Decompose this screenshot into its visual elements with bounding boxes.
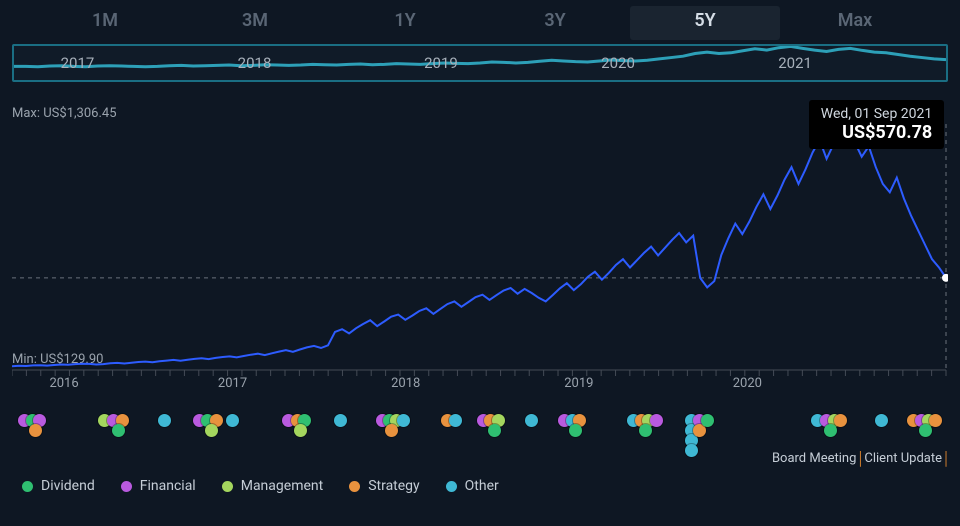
annotation-client-update: Client Update <box>864 451 942 466</box>
legend-item-other[interactable]: Other <box>446 478 499 494</box>
event-dot-dividend[interactable] <box>701 414 714 427</box>
event-dot-dividend[interactable] <box>488 424 501 437</box>
event-dot-dividend[interactable] <box>919 424 932 437</box>
event-dot-other[interactable] <box>525 414 538 427</box>
minimap-year-label: 2019 <box>424 54 458 72</box>
range-tabs: 1M3M1Y3Y5YMax <box>0 0 960 40</box>
annotation-board-meeting: Board Meeting <box>772 451 856 466</box>
price-chart[interactable]: Max: US$1,306.45 Min: US$129.90 Wed, 01 … <box>12 100 948 410</box>
legend-swatch <box>121 481 132 492</box>
event-dot-strategy[interactable] <box>385 424 398 437</box>
range-tab-1m[interactable]: 1M <box>30 6 180 40</box>
event-dot-other[interactable] <box>449 414 462 427</box>
event-dot-dividend[interactable] <box>112 424 125 437</box>
event-dot-other[interactable] <box>158 414 171 427</box>
minimap[interactable]: 2017 2018 2019 2020 2021 <box>12 44 948 82</box>
event-dot-dividend[interactable] <box>569 424 582 437</box>
event-dot-strategy[interactable] <box>929 414 942 427</box>
tooltip-date: Wed, 01 Sep 2021 <box>821 106 933 122</box>
tooltip-value: US$570.78 <box>821 122 933 143</box>
legend-item-dividend[interactable]: Dividend <box>22 478 95 494</box>
minimap-labels: 2017 2018 2019 2020 2021 <box>14 46 946 80</box>
legend: Dividend Financial Management Strategy Other <box>22 478 960 494</box>
minimap-year-label: 2020 <box>601 54 635 72</box>
event-dot-dividend[interactable] <box>824 424 837 437</box>
event-dot-other[interactable] <box>685 444 698 457</box>
legend-label: Dividend <box>41 478 95 494</box>
annotation-separator: | <box>944 453 948 465</box>
event-strip: Board Meeting | Client Update | <box>12 414 948 466</box>
event-dot-dividend[interactable] <box>639 424 652 437</box>
xaxis-year-label: 2019 <box>564 376 593 391</box>
minimap-year-label: 2018 <box>238 54 272 72</box>
minimap-year-label: 2017 <box>61 54 95 72</box>
legend-item-financial[interactable]: Financial <box>121 478 196 494</box>
event-dot-financial[interactable] <box>650 414 663 427</box>
range-tab-5y[interactable]: 5Y <box>630 6 780 40</box>
range-tab-max[interactable]: Max <box>780 6 930 40</box>
legend-label: Strategy <box>368 478 419 494</box>
event-dot-other[interactable] <box>334 414 347 427</box>
price-tooltip: Wed, 01 Sep 2021 US$570.78 <box>809 100 945 149</box>
legend-swatch <box>446 481 457 492</box>
xaxis-year-label: 2016 <box>49 376 78 391</box>
legend-label: Financial <box>140 478 196 494</box>
legend-label: Other <box>465 478 499 494</box>
event-dot-strategy[interactable] <box>29 424 42 437</box>
legend-item-management[interactable]: Management <box>222 478 323 494</box>
legend-swatch <box>222 481 233 492</box>
legend-item-strategy[interactable]: Strategy <box>349 478 419 494</box>
xaxis-year-label: 2018 <box>391 376 420 391</box>
xaxis-year-label: 2020 <box>733 376 762 391</box>
annotation-separator: | <box>858 453 862 465</box>
event-dot-strategy[interactable] <box>834 414 847 427</box>
event-annotations: Board Meeting | Client Update | <box>772 451 948 466</box>
range-tab-3y[interactable]: 3Y <box>480 6 630 40</box>
minimap-year-label: 2021 <box>778 54 812 72</box>
range-tab-1y[interactable]: 1Y <box>330 6 480 40</box>
legend-swatch <box>349 481 360 492</box>
legend-swatch <box>22 481 33 492</box>
event-dot-management[interactable] <box>205 424 218 437</box>
event-dot-management[interactable] <box>294 424 307 437</box>
event-dot-other[interactable] <box>397 414 410 427</box>
legend-label: Management <box>241 478 323 494</box>
event-dot-other[interactable] <box>226 414 239 427</box>
event-dot-other[interactable] <box>875 414 888 427</box>
xaxis-year-label: 2017 <box>218 376 247 391</box>
range-tab-3m[interactable]: 3M <box>180 6 330 40</box>
